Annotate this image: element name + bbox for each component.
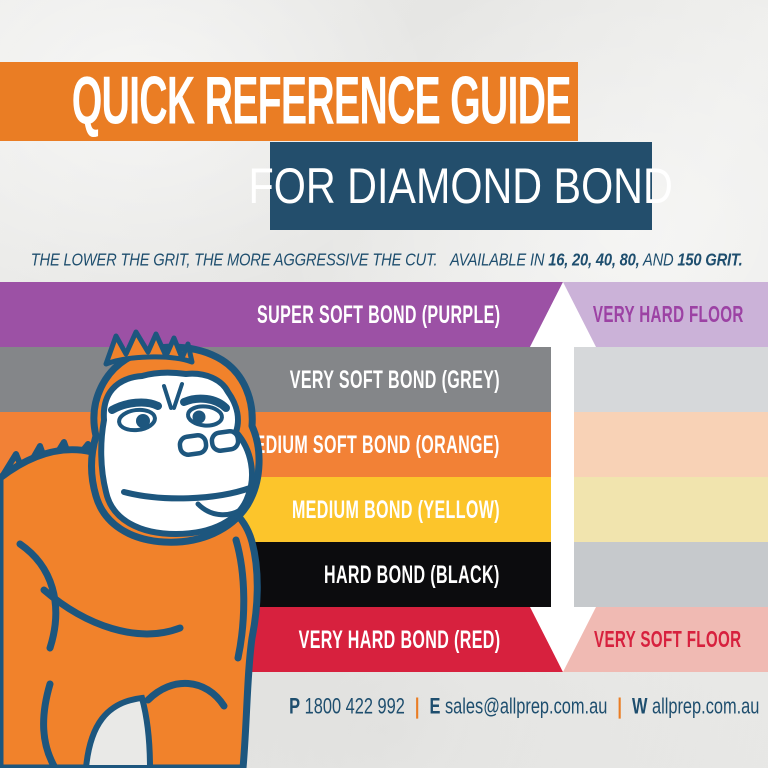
- gorilla-leg-gap: [82, 694, 154, 768]
- contact-line: P 1800 422 992 | E sales@allprep.com.au …: [289, 693, 759, 720]
- phone-label: P: [289, 694, 301, 719]
- email-label: E: [429, 694, 441, 719]
- band-label: HARD BOND (BLACK): [324, 559, 500, 588]
- page-subtitle: FOR DIAMOND BOND: [248, 158, 674, 214]
- tagline-final-grit: 150 GRIT.: [677, 250, 743, 270]
- gorilla-muscle-lines: [16, 536, 248, 768]
- gorilla-mascot: [0, 329, 263, 768]
- gorilla-hair-icon: [103, 329, 195, 367]
- header-banner: QUICK REFERENCE GUIDE: [0, 62, 578, 141]
- floor-label-hard: VERY HARD FLOOR: [575, 282, 761, 347]
- floor-label-soft-text: VERY SOFT FLOOR: [594, 625, 742, 653]
- phone-number: 1800 422 992: [304, 694, 405, 719]
- gorilla-eyes: [117, 404, 224, 433]
- floor-label-hard-text: VERY HARD FLOOR: [592, 300, 744, 328]
- band-dark-segment: [0, 347, 551, 412]
- tagline-grits: 16, 20, 40, 80,: [548, 250, 640, 270]
- band-label: MEDIUM BOND (YELLOW): [291, 494, 500, 523]
- gorilla-brows: [108, 382, 230, 414]
- arrow-shaft-icon: [551, 347, 574, 607]
- gorilla-nose: [177, 429, 241, 457]
- band-super-soft-bond: SUPER SOFT BOND (PURPLE): [0, 282, 768, 347]
- band-label: VERY SOFT BOND (GREY): [289, 364, 500, 393]
- tagline-text: THE LOWER THE GRIT, THE MORE AGGRESSIVE …: [30, 250, 438, 270]
- page-title: QUICK REFERENCE GUIDE: [71, 63, 572, 140]
- separator: |: [617, 694, 622, 719]
- subheader-banner: FOR DIAMOND BOND: [249, 142, 673, 230]
- band-label: MEDIUM SOFT BOND (ORANGE): [241, 429, 500, 458]
- tagline-and: AND: [642, 250, 674, 270]
- gorilla-mouth: [121, 485, 253, 518]
- floor-label-soft: VERY SOFT FLOOR: [575, 607, 761, 672]
- band-dark-segment: [0, 282, 563, 347]
- separator: |: [414, 694, 420, 719]
- web-address: allprep.com.au: [651, 694, 760, 719]
- email-address: sales@allprep.com.au: [444, 694, 608, 719]
- web-label: W: [631, 694, 648, 719]
- band-label: SUPER SOFT BOND (PURPLE): [256, 299, 500, 328]
- tagline: THE LOWER THE GRIT, THE MORE AGGRESSIVE …: [30, 250, 743, 271]
- band-label: VERY HARD BOND (RED): [298, 624, 500, 653]
- tagline-availability: AVAILABLE IN: [449, 250, 545, 270]
